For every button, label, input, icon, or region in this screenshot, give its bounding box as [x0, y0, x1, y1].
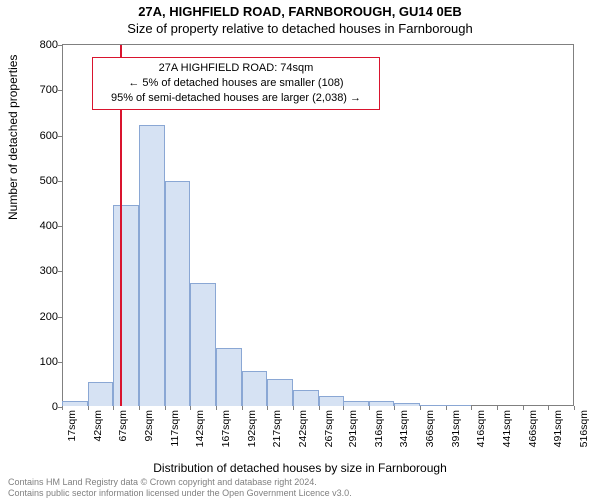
x-tick-mark	[497, 406, 498, 410]
x-tick-label: 267sqm	[323, 410, 335, 447]
x-tick-label: 316sqm	[373, 410, 385, 447]
y-tick-mark	[58, 362, 62, 363]
x-tick-mark	[88, 406, 89, 410]
x-tick-mark	[242, 406, 243, 410]
footer-line: Contains HM Land Registry data © Crown c…	[8, 477, 352, 487]
y-axis-label: Number of detached properties	[6, 55, 20, 220]
title-block: 27A, HIGHFIELD ROAD, FARNBOROUGH, GU14 0…	[0, 0, 600, 38]
y-tick-mark	[58, 136, 62, 137]
histogram-bar	[343, 401, 369, 406]
x-tick-mark	[394, 406, 395, 410]
histogram-bar	[242, 371, 268, 406]
y-tick-mark	[58, 90, 62, 91]
histogram-bar	[394, 403, 420, 406]
histogram-chart: 010020030040050060070080017sqm42sqm67sqm…	[62, 44, 574, 406]
x-tick-mark	[190, 406, 191, 410]
footer-line: Contains public sector information licen…	[8, 488, 352, 498]
x-tick-mark	[446, 406, 447, 410]
callout-box: 27A HIGHFIELD ROAD: 74sqm← 5% of detache…	[92, 57, 380, 110]
x-tick-label: 92sqm	[143, 410, 155, 442]
x-tick-mark	[420, 406, 421, 410]
x-tick-mark	[471, 406, 472, 410]
x-tick-label: 17sqm	[66, 410, 78, 442]
x-tick-label: 117sqm	[169, 410, 181, 447]
y-axis-line	[62, 45, 63, 406]
x-tick-mark	[319, 406, 320, 410]
y-tick-mark	[58, 45, 62, 46]
x-tick-label: 67sqm	[117, 410, 129, 442]
x-tick-mark	[548, 406, 549, 410]
y-tick-mark	[58, 226, 62, 227]
histogram-bar	[446, 405, 472, 406]
x-tick-mark	[369, 406, 370, 410]
footer-attribution: Contains HM Land Registry data © Crown c…	[8, 477, 352, 498]
x-tick-mark	[523, 406, 524, 410]
x-tick-label: 441sqm	[501, 410, 513, 447]
x-tick-label: 192sqm	[246, 410, 258, 447]
x-tick-mark	[293, 406, 294, 410]
x-tick-mark	[139, 406, 140, 410]
callout-line: 95% of semi-detached houses are larger (…	[101, 91, 371, 106]
histogram-bar	[88, 382, 114, 406]
x-tick-label: 366sqm	[424, 410, 436, 447]
x-tick-label: 466sqm	[527, 410, 539, 447]
x-tick-label: 391sqm	[450, 410, 462, 447]
histogram-bar	[420, 405, 446, 406]
histogram-bar	[113, 205, 139, 406]
x-tick-mark	[62, 406, 63, 410]
histogram-bar	[267, 379, 293, 406]
histogram-bar	[369, 401, 395, 406]
x-tick-mark	[165, 406, 166, 410]
histogram-bar	[293, 390, 319, 406]
x-tick-label: 142sqm	[194, 410, 206, 447]
page-title: 27A, HIGHFIELD ROAD, FARNBOROUGH, GU14 0…	[0, 4, 600, 21]
x-tick-label: 416sqm	[475, 410, 487, 447]
y-tick-mark	[58, 181, 62, 182]
x-axis-label: Distribution of detached houses by size …	[0, 461, 600, 475]
x-tick-label: 167sqm	[220, 410, 232, 447]
x-tick-mark	[574, 406, 575, 410]
histogram-bar	[190, 283, 216, 406]
y-tick-mark	[58, 317, 62, 318]
callout-line: 27A HIGHFIELD ROAD: 74sqm	[101, 61, 371, 76]
x-tick-label: 491sqm	[552, 410, 564, 447]
histogram-bar	[319, 396, 345, 406]
x-tick-label: 42sqm	[92, 410, 104, 442]
callout-line: ← 5% of detached houses are smaller (108…	[101, 76, 371, 91]
x-tick-mark	[267, 406, 268, 410]
x-tick-label: 341sqm	[398, 410, 410, 447]
x-tick-label: 217sqm	[271, 410, 283, 447]
x-tick-mark	[343, 406, 344, 410]
page-subtitle: Size of property relative to detached ho…	[0, 21, 600, 38]
x-tick-label: 516sqm	[578, 410, 590, 447]
x-tick-mark	[113, 406, 114, 410]
histogram-bar	[165, 181, 191, 406]
x-tick-label: 242sqm	[297, 410, 309, 447]
histogram-bar	[62, 401, 88, 406]
x-tick-label: 291sqm	[347, 410, 359, 447]
x-tick-mark	[216, 406, 217, 410]
y-tick-mark	[58, 271, 62, 272]
histogram-bar	[216, 348, 242, 406]
histogram-bar	[139, 125, 165, 406]
